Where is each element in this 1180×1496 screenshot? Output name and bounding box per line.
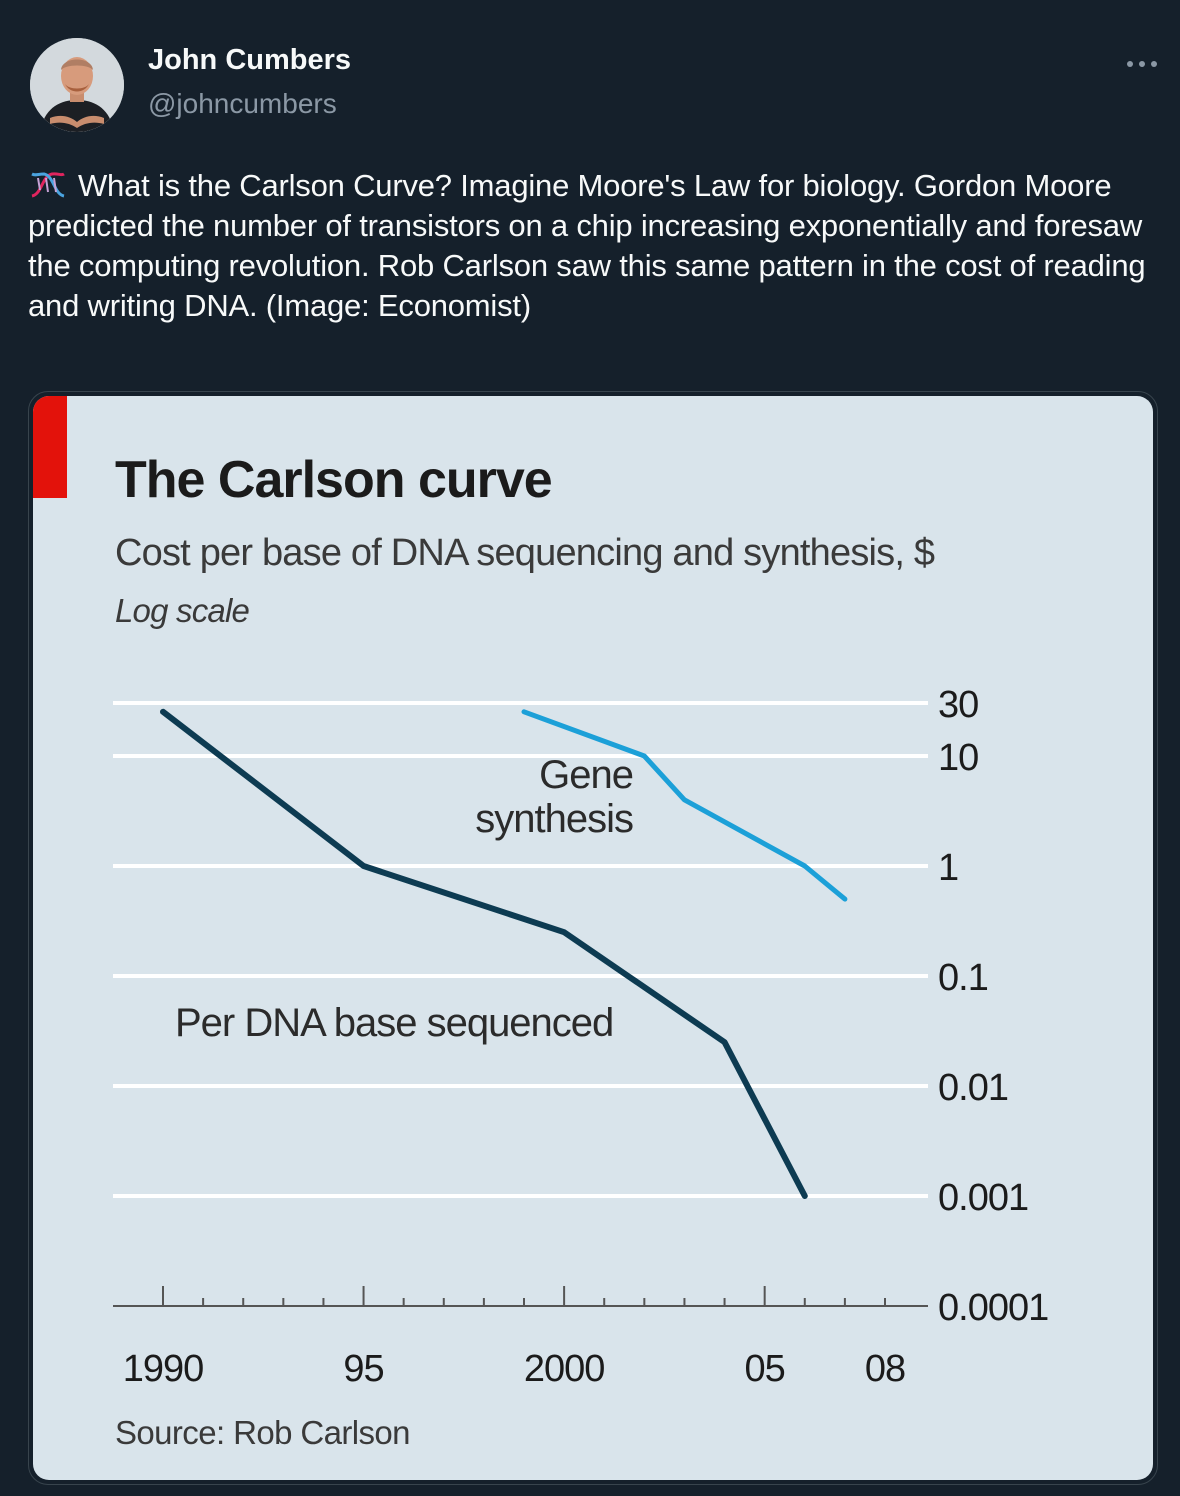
x-tick-label: 2000 (524, 1348, 605, 1390)
y-tick-label: 30 (938, 684, 978, 726)
chart-svg: 30 10 1 0.1 0.01 0.001 0.0001 1990 95 2000 05 08 Per… (33, 396, 1049, 1390)
chart-subtitle: Cost per base of DNA sequencing and synt… (115, 532, 935, 574)
media-card[interactable]: 30 10 1 0.1 0.01 0.001 0.0001 1990 95 2000 05 08 Per… (28, 391, 1158, 1485)
x-tick-label: 08 (865, 1348, 905, 1390)
y-tick-label: 0.01 (938, 1067, 1008, 1109)
y-tick-label: 1 (938, 847, 958, 889)
author-name[interactable]: John Cumbers (148, 44, 352, 76)
series-line (160, 708, 808, 1199)
chart-title: The Carlson curve (115, 451, 553, 509)
author-handle[interactable]: @johncumbers (148, 88, 337, 119)
y-tick-label: 0.001 (938, 1177, 1028, 1219)
y-tick-label: 0.0001 (938, 1287, 1048, 1329)
chart: 30 10 1 0.1 0.01 0.001 0.0001 1990 95 2000 05 08 Per… (33, 396, 1153, 1480)
dna-emoji-icon (28, 170, 68, 200)
accent-bar (33, 396, 67, 498)
x-tick-label: 05 (745, 1348, 785, 1390)
more-horizontal-icon[interactable] (1122, 52, 1162, 76)
avatar[interactable] (30, 38, 124, 132)
tweet-text: What is the Carlson Curve? Imagine Moore… (28, 166, 1148, 326)
y-tick-label: 10 (938, 737, 978, 779)
avatar-image (30, 38, 124, 132)
x-tick-label: 95 (343, 1348, 383, 1390)
y-tick-label: 0.1 (938, 957, 988, 999)
chart-source: Source: Rob Carlson (115, 1414, 411, 1451)
series-label: synthesis (475, 797, 633, 841)
series-line (521, 709, 848, 902)
series-label: Gene (539, 753, 633, 797)
chart-scale-note: Log scale (115, 592, 250, 629)
tweet-body: What is the Carlson Curve? Imagine Moore… (28, 168, 1146, 323)
x-tick-label: 1990 (123, 1348, 204, 1390)
series-label: Per DNA base sequenced (175, 1001, 613, 1045)
